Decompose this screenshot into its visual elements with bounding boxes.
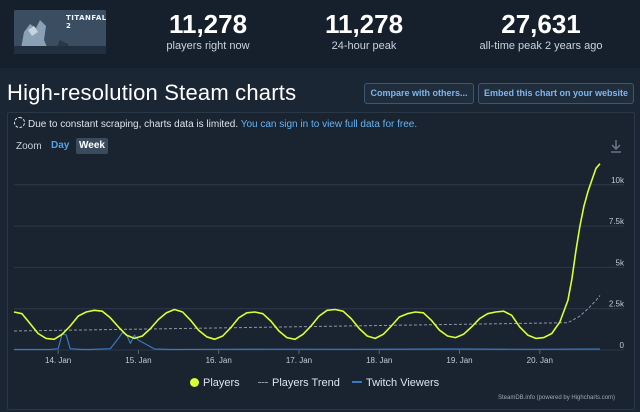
x-tick-label: 17. Jan <box>286 356 312 365</box>
stat-label: all-time peak 2 years ago <box>479 40 603 52</box>
notice-text: Due to constant scraping, charts data is… <box>28 119 239 130</box>
loading-spinner-icon <box>14 117 25 128</box>
stat-value: 11,278 <box>168 9 248 39</box>
zoom-week-button[interactable]: Week <box>76 138 108 154</box>
trend-marker-icon <box>258 382 268 383</box>
players-marker-icon <box>190 378 199 387</box>
stat-all-time-peak: 27,631 all-time peak 2 years ago <box>474 10 608 52</box>
y-tick-label: 0 <box>620 341 625 350</box>
legend-twitch-viewers[interactable]: Twitch Viewers <box>352 376 439 390</box>
twitch-viewers-series-line[interactable] <box>14 332 601 351</box>
y-tick-label: 7.5k <box>609 217 625 226</box>
game-thumbnail[interactable]: TITANFALL 2 <box>14 10 106 54</box>
legend-trend-label: Players Trend <box>272 377 340 389</box>
zoom-day-button[interactable]: Day <box>51 140 70 151</box>
chart-panel <box>7 112 635 410</box>
y-tick-label: 10k <box>611 176 625 185</box>
stat-24h-peak: 11,278 24-hour peak <box>306 10 422 52</box>
data-limited-notice: Due to constant scraping, charts data is… <box>14 117 417 131</box>
x-tick-label: 19. Jan <box>446 356 472 365</box>
y-tick-label: 2.5k <box>609 300 625 309</box>
legend-players-trend[interactable]: Players Trend <box>258 376 340 390</box>
legend-twitch-label: Twitch Viewers <box>366 377 440 389</box>
sign-in-link[interactable]: You can sign in to view full data for fr… <box>240 119 418 130</box>
x-tick-label: 16. Jan <box>206 356 232 365</box>
players-series-line[interactable] <box>13 163 601 341</box>
stat-value: 11,278 <box>324 9 404 39</box>
embed-chart-button[interactable]: Embed this chart on your website <box>478 83 634 104</box>
stat-current-players: 11,278 players right now <box>146 10 270 52</box>
stats-header: TITANFALL 2 11,278 players right now 11,… <box>0 0 640 68</box>
twitch-marker-icon <box>352 381 362 383</box>
titan-artwork-icon <box>14 10 106 54</box>
chart-credits: SteamDB.info (powered by Highcharts.com) <box>498 395 616 401</box>
stat-label: 24-hour peak <box>331 40 397 52</box>
x-tick-label: 20. Jan <box>527 356 553 365</box>
stat-value: 27,631 <box>501 9 581 39</box>
x-tick-label: 18. Jan <box>366 356 392 365</box>
game-title: TITANFALL 2 <box>66 14 106 30</box>
page-title: High-resolution Steam charts <box>7 80 297 105</box>
download-icon[interactable] <box>608 138 624 154</box>
compare-button[interactable]: Compare with others... <box>364 83 474 104</box>
y-tick-label: 5k <box>616 258 625 267</box>
stat-label: players right now <box>166 40 250 52</box>
x-tick-label: 14. Jan <box>45 356 71 365</box>
legend-players-label: Players <box>203 377 240 389</box>
legend-players[interactable]: Players <box>190 376 240 390</box>
x-tick-label: 15. Jan <box>125 356 151 365</box>
zoom-label: Zoom <box>16 141 42 152</box>
players-trend-series-line[interactable] <box>13 295 601 332</box>
